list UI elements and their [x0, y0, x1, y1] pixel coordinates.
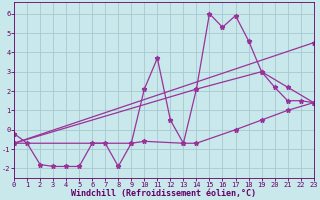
X-axis label: Windchill (Refroidissement éolien,°C): Windchill (Refroidissement éolien,°C): [71, 189, 256, 198]
